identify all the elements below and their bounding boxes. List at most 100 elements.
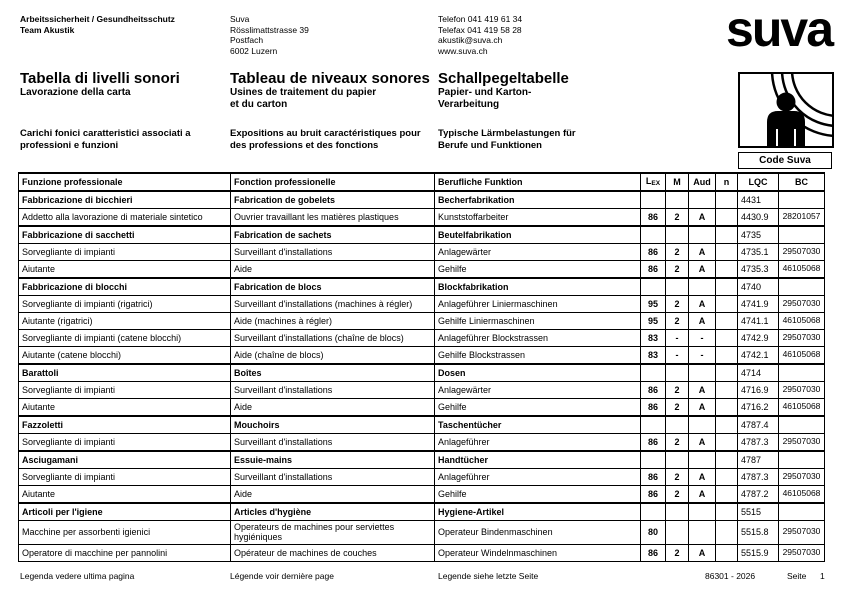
table-cell: 29507030 <box>778 543 825 562</box>
description-line: des professions et des fonctions <box>230 139 379 151</box>
address-line: 6002 Luzern <box>230 45 278 56</box>
table-cell: 46105068 <box>778 346 825 365</box>
table-cell: A <box>688 485 716 504</box>
table-cell <box>715 543 738 562</box>
table-cell: 5515.9 <box>737 543 779 562</box>
table-cell: 2 <box>665 381 689 399</box>
table-cell: 4735.1 <box>737 243 779 261</box>
table-cell: 29507030 <box>778 381 825 399</box>
table-cell: 4716.9 <box>737 381 779 399</box>
fax-line: Telefax 041 419 58 28 <box>438 24 522 35</box>
table-cell: Fabrication de sachets <box>230 225 435 244</box>
table-cell: A <box>688 295 716 313</box>
description-french: Expositions au bruit caractéristiques po… <box>230 128 440 151</box>
table-cell: A <box>688 260 716 279</box>
table-cell <box>778 450 825 469</box>
table-row: Sorvegliante di impianti Surveillant d'in… <box>18 381 825 399</box>
person-noise-exposure-icon <box>767 2 842 146</box>
table-cell <box>688 520 716 545</box>
table-cell: Operatore di macchine per pannolini <box>18 543 231 562</box>
table-cell <box>778 415 825 434</box>
table-header-row: Funzione professionale Fonction professio… <box>18 172 825 192</box>
table-cell: Fabrication de blocs <box>230 277 435 296</box>
table-cell: 4741.1 <box>737 312 779 330</box>
table-cell <box>688 190 716 209</box>
table-cell: A <box>688 468 716 486</box>
table-cell: Anlageführer Liniermaschinen <box>434 295 641 313</box>
table-cell: Gehilfe <box>434 485 641 504</box>
table-row: Aiutante Aide Gehilfe 86 2 A 4787.2 46105068 <box>18 485 825 504</box>
subtitle-de: Papier- und Karton- <box>438 87 532 98</box>
table-cell: - <box>665 329 689 347</box>
table-cell: 2 <box>665 243 689 261</box>
table-cell: 2 <box>665 485 689 504</box>
table-cell <box>665 363 689 382</box>
table-cell <box>778 225 825 244</box>
table-cell: Anlagewärter <box>434 243 641 261</box>
table-cell: Boîtes <box>230 363 435 382</box>
table-cell <box>640 450 666 469</box>
table-cell: 86 <box>640 485 666 504</box>
table-cell: 95 <box>640 312 666 330</box>
table-cell: 5515.8 <box>737 520 779 545</box>
table-cell: Sorvegliante di impianti <box>18 381 231 399</box>
table-cell: Blockfabrikation <box>434 277 641 296</box>
table-cell <box>715 312 738 330</box>
table-cell: Kunststoffarbeiter <box>434 208 641 227</box>
subtitle-it: Lavorazione della carta <box>20 87 131 98</box>
suva-logo: suva <box>726 1 834 57</box>
section-row: Fabbricazione di blocchi Fabrication de b… <box>18 277 825 296</box>
table-cell: A <box>688 543 716 562</box>
table-cell: Mouchoirs <box>230 415 435 434</box>
table-cell <box>688 363 716 382</box>
section-row: Fazzoletti Mouchoirs Taschentücher 4787.4 <box>18 415 825 434</box>
table-cell <box>640 415 666 434</box>
table-cell: 46105068 <box>778 485 825 504</box>
column-header: LQC <box>737 172 779 192</box>
table-cell: 46105068 <box>778 312 825 330</box>
table-row: Macchine per assorbenti igienici Operateu… <box>18 520 825 545</box>
table-cell: A <box>688 208 716 227</box>
table-cell: A <box>688 398 716 417</box>
footer-page-number: 1 <box>820 571 825 581</box>
code-suva-box: Code Suva <box>738 152 832 169</box>
subtitle-de: Verarbeitung <box>438 99 500 110</box>
description-italian: Carichi fonici caratteristici associati … <box>20 128 230 151</box>
title-block-french: Tableau de niveaux sonores Usines de tra… <box>230 70 435 111</box>
table-row: Sorvegliante di impianti Surveillant d'in… <box>18 468 825 486</box>
table-cell: 86 <box>640 543 666 562</box>
table-cell: 95 <box>640 295 666 313</box>
table-cell: Fazzoletti <box>18 415 231 434</box>
table-cell <box>665 277 689 296</box>
table-cell: Operateur Bindenmaschinen <box>434 520 641 545</box>
table-cell: 4735 <box>737 225 779 244</box>
table-cell: Opérateur de machines de couches <box>230 543 435 562</box>
table-cell <box>665 415 689 434</box>
table-row: Sorvegliante di impianti Surveillant d'in… <box>18 243 825 261</box>
table-cell: Aiutante (rigatrici) <box>18 312 231 330</box>
table-cell <box>715 243 738 261</box>
table-cell <box>715 190 738 209</box>
table-cell <box>640 225 666 244</box>
table-cell: Sorvegliante di impianti <box>18 433 231 452</box>
table-cell: 86 <box>640 468 666 486</box>
table-cell: Anlageführer <box>434 468 641 486</box>
table-cell <box>715 295 738 313</box>
table-cell: Surveillant d'installations <box>230 468 435 486</box>
table-cell <box>688 450 716 469</box>
table-cell: Beutelfabrikation <box>434 225 641 244</box>
table-cell: 2 <box>665 468 689 486</box>
table-cell: 4787 <box>737 450 779 469</box>
page-title-de: Schallpegeltabelle <box>438 70 569 87</box>
table-cell: Hygiene-Artikel <box>434 502 641 521</box>
description-line: Carichi fonici caratteristici associati … <box>20 128 191 139</box>
table-cell: Gehilfe <box>434 260 641 279</box>
letterhead-contact: Telefon 041 419 61 34 Telefax 041 419 58… <box>438 14 522 56</box>
description-line: professioni e funzioni <box>20 139 119 151</box>
column-header: Aud <box>688 172 716 192</box>
table-cell: Operateur Windelnmaschinen <box>434 543 641 562</box>
table-cell: 4787.2 <box>737 485 779 504</box>
table-cell: Ouvrier travaillant les matières plastiq… <box>230 208 435 227</box>
table-row: Addetto alla lavorazione di materiale si… <box>18 208 825 227</box>
address-line: Suva <box>230 14 250 24</box>
